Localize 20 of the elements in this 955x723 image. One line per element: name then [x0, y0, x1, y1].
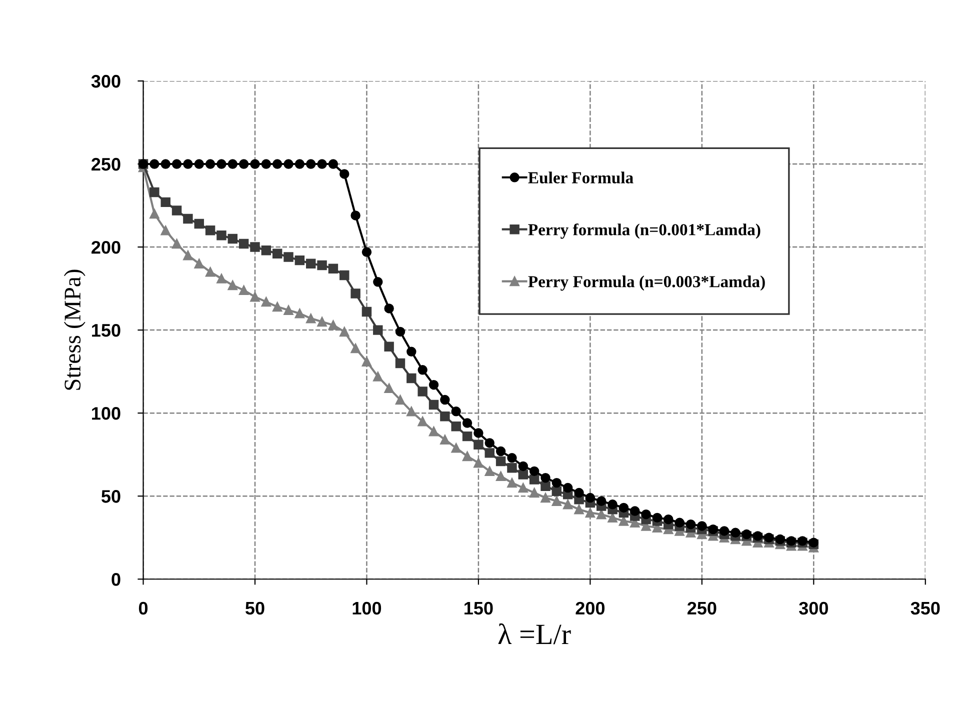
- y-tick-label: 50: [102, 490, 120, 503]
- x-tick-label: 150: [464, 602, 493, 615]
- y-tick-label: 100: [92, 407, 120, 420]
- legend-label: Perry Formula (n=0.003*Lamda): [528, 276, 765, 291]
- x-axis-title: λ =L/r: [498, 623, 571, 644]
- x-tick-label: 0: [138, 602, 148, 615]
- y-tick-label: 150: [92, 324, 120, 337]
- x-tick-label: 250: [687, 602, 716, 615]
- legend-label: Perry formula (n=0.001*Lamda): [528, 223, 760, 239]
- y-tick-label: 250: [92, 158, 120, 171]
- x-tick-label: 300: [799, 602, 828, 615]
- legend-label: Euler Formula: [528, 172, 634, 184]
- y-tick-label: 300: [91, 74, 120, 88]
- y-tick-label: 0: [112, 573, 120, 586]
- y-axis-title: Stress (MPa): [64, 270, 86, 390]
- x-tick-label: 350: [910, 602, 940, 615]
- x-tick-label: 100: [352, 602, 382, 615]
- y-tick-label: 200: [92, 240, 120, 254]
- x-tick-label: 200: [576, 602, 605, 615]
- x-tick-label: 50: [246, 602, 264, 615]
